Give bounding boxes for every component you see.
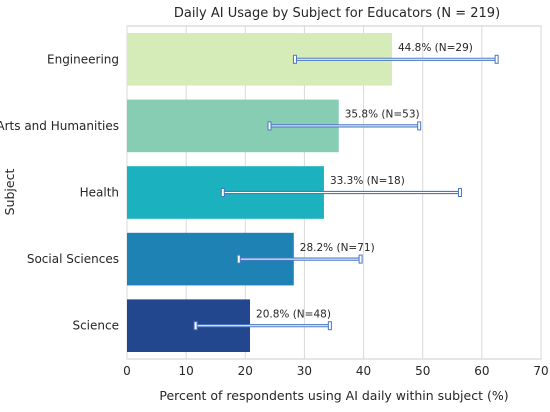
x-tick-label: 40 <box>356 364 371 378</box>
y-tick-label: Social Sciences <box>27 252 119 266</box>
x-tick-label: 20 <box>238 364 253 378</box>
x-tick-label: 70 <box>533 364 548 378</box>
y-tick-label: Arts and Humanities <box>0 119 119 133</box>
error-bar-cap <box>193 321 198 331</box>
x-tick-label: 60 <box>474 364 489 378</box>
x-tick-labels: 0 10 20 30 40 50 60 70 <box>123 364 548 378</box>
error-bars <box>193 54 499 331</box>
x-axis-label: Percent of respondents using AI daily wi… <box>159 388 508 403</box>
error-bar-cap <box>417 121 422 131</box>
error-bar-cap <box>457 188 462 197</box>
y-tick-labels: Engineering Arts and Humanities Health Soci… <box>0 52 119 332</box>
x-tick-label: 50 <box>415 364 430 378</box>
x-tick-label: 30 <box>297 364 312 378</box>
x-tick-label: 10 <box>179 364 194 378</box>
error-bar-cap <box>220 188 225 197</box>
data-label: 28.2% (N=71) <box>300 242 375 254</box>
data-labels: 44.8% (N=29) 35.8% (N=53) 33.3% (N=18) 28.2… <box>256 42 473 320</box>
x-tick-label: 0 <box>123 364 131 378</box>
y-tick-label: Science <box>72 319 119 333</box>
data-label: 33.3% (N=18) <box>330 175 405 187</box>
error-bar-cap <box>292 54 297 64</box>
y-tick-label: Health <box>80 186 119 200</box>
error-bar-cap <box>494 54 499 64</box>
bars <box>127 32 392 353</box>
error-bar-cap <box>236 254 241 264</box>
y-tick-label: Engineering <box>47 52 119 66</box>
error-bar-cap <box>358 254 363 264</box>
error-bar-cap <box>327 321 332 331</box>
data-label: 35.8% (N=53) <box>345 109 420 121</box>
data-label: 20.8% (N=48) <box>256 308 331 320</box>
y-axis-label: Subject <box>2 169 17 216</box>
data-label: 44.8% (N=29) <box>398 42 473 54</box>
error-bar-cap <box>267 121 272 131</box>
chart-title: Daily AI Usage by Subject for Educators … <box>174 6 500 21</box>
